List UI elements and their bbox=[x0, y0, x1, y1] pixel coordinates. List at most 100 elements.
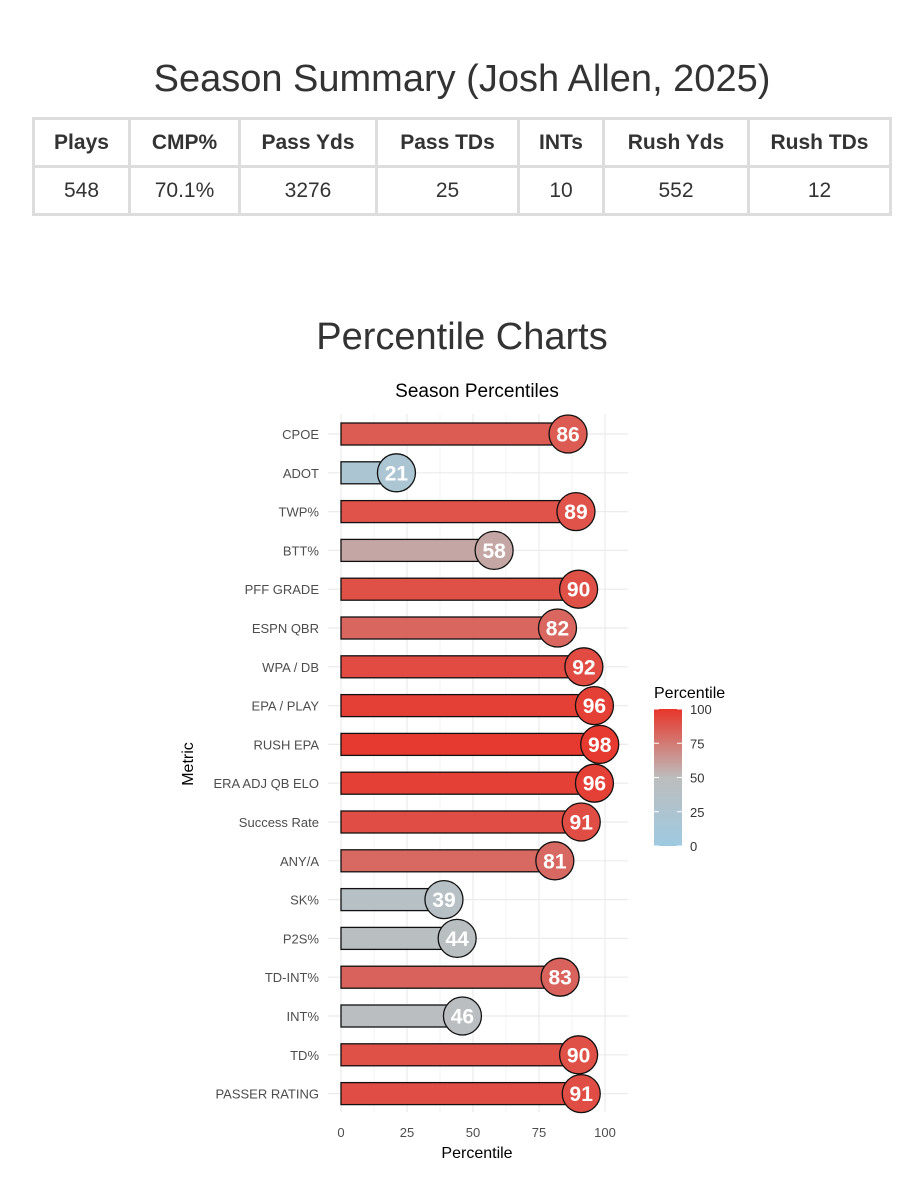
value-circle-td bbox=[558, 1035, 599, 1075]
value-plays: 548 bbox=[32, 165, 131, 216]
value-circle-success-rate bbox=[561, 802, 601, 842]
tick-label-rush-epa: RUSH EPA bbox=[254, 737, 320, 752]
data-label-any-a: 81 bbox=[543, 850, 567, 873]
value-circle-btt bbox=[474, 530, 514, 571]
data-label-sk: 39 bbox=[432, 889, 455, 912]
bar-any-a bbox=[340, 849, 556, 873]
data-label-success-rate: 91 bbox=[570, 812, 594, 835]
tick-label-era-adj-qb-elo: ERA ADJ QB ELO bbox=[214, 776, 320, 791]
value-circle-pff-grade bbox=[558, 569, 599, 609]
tick-label-cpoe: CPOE bbox=[282, 427, 319, 442]
y-axis-label: Metric bbox=[180, 742, 197, 786]
table-row: 548 70.1% 3276 25 10 552 12 bbox=[32, 165, 892, 216]
percentile-chart: Season Percentiles 86 CPOE 21 ADOT 89 TWP% 58 BT… bbox=[180, 381, 725, 1162]
tick-label-success-rate: Success Rate bbox=[239, 815, 319, 830]
legend-tick-label: 100 bbox=[690, 702, 712, 717]
x-tick-label: 100 bbox=[594, 1125, 616, 1140]
legend-title: Percentile bbox=[654, 685, 725, 702]
value-circle-cpoe bbox=[548, 414, 588, 454]
x-tick-label: 0 bbox=[337, 1125, 344, 1140]
legend-tick-label: 0 bbox=[690, 839, 697, 854]
bar-pff-grade bbox=[340, 577, 580, 601]
header-rush-yds: Rush Yds bbox=[602, 117, 750, 168]
data-label-adot: 21 bbox=[385, 462, 409, 485]
data-label-wpa-db: 92 bbox=[572, 656, 595, 679]
value-circle-adot bbox=[376, 453, 417, 493]
tick-label-wpa-db: WPA / DB bbox=[262, 660, 319, 675]
tick-label-pff-grade: PFF GRADE bbox=[245, 582, 320, 597]
header-pass-yds: Pass Yds bbox=[238, 117, 378, 168]
bar-cpoe bbox=[340, 422, 569, 446]
data-label-td-int: 83 bbox=[548, 967, 571, 990]
value-circle-rush-epa bbox=[580, 724, 620, 765]
x-axis-label: Percentile bbox=[441, 1145, 512, 1162]
value-circle-espn-qbr bbox=[537, 608, 578, 648]
bar-td-int bbox=[340, 965, 561, 989]
bar-twp bbox=[340, 499, 577, 524]
table-header-row: Plays CMP% Pass Yds Pass TDs INTs Rush Y… bbox=[32, 117, 892, 168]
data-label-td: 90 bbox=[567, 1044, 590, 1067]
bar-passer-rating bbox=[340, 1081, 582, 1106]
value-circle-sk bbox=[424, 879, 464, 920]
data-label-cpoe: 86 bbox=[556, 424, 579, 447]
data-label-passer-rating: 91 bbox=[570, 1083, 594, 1106]
tick-label-twp: TWP% bbox=[279, 505, 320, 520]
value-circle-era-adj-qb-elo bbox=[574, 763, 615, 803]
charts-heading: Percentile Charts bbox=[316, 316, 608, 358]
data-label-p2s: 44 bbox=[445, 928, 469, 951]
tick-label-espn-qbr: ESPN QBR bbox=[252, 621, 319, 636]
tick-label-p2s: P2S% bbox=[283, 931, 320, 946]
bar-wpa-db bbox=[340, 655, 585, 679]
header-cmp-pct: CMP% bbox=[128, 117, 241, 168]
tick-label-passer-rating: PASSER RATING bbox=[215, 1087, 319, 1102]
value-circle-twp bbox=[556, 491, 596, 532]
bar-td bbox=[340, 1043, 580, 1067]
tick-label-adot: ADOT bbox=[283, 466, 319, 481]
header-ints: INTs bbox=[517, 117, 605, 168]
bar-epa-play bbox=[340, 693, 596, 718]
value-pass-tds: 25 bbox=[375, 165, 520, 216]
x-tick-label: 50 bbox=[466, 1125, 480, 1140]
x-tick-label: 75 bbox=[532, 1125, 546, 1140]
data-label-btt: 58 bbox=[482, 540, 506, 563]
legend-tick-label: 25 bbox=[690, 805, 704, 820]
bar-rush-epa bbox=[340, 732, 601, 757]
legend-tick-label: 50 bbox=[690, 771, 704, 786]
data-label-era-adj-qb-elo: 96 bbox=[583, 773, 606, 796]
x-tick-label: 25 bbox=[400, 1125, 414, 1140]
data-label-int: 46 bbox=[451, 1006, 474, 1029]
bar-btt bbox=[340, 538, 495, 563]
data-label-rush-epa: 98 bbox=[588, 734, 612, 757]
tick-label-td: TD% bbox=[290, 1048, 319, 1063]
value-rush-tds: 12 bbox=[747, 165, 892, 216]
tick-label-sk: SK% bbox=[290, 893, 319, 908]
value-circle-wpa-db bbox=[564, 647, 604, 687]
value-circle-passer-rating bbox=[561, 1073, 601, 1114]
chart-title: Season Percentiles bbox=[395, 381, 559, 402]
value-circle-int bbox=[442, 996, 483, 1036]
value-cmp-pct: 70.1% bbox=[128, 165, 241, 216]
tick-label-td-int: TD-INT% bbox=[265, 970, 320, 985]
value-circle-td-int bbox=[540, 957, 580, 997]
value-ints: 10 bbox=[517, 165, 605, 216]
bar-success-rate bbox=[340, 810, 582, 834]
legend-tick-label: 75 bbox=[690, 736, 704, 751]
tick-label-any-a: ANY/A bbox=[280, 854, 319, 869]
data-label-twp: 89 bbox=[564, 501, 587, 524]
header-rush-tds: Rush TDs bbox=[747, 117, 892, 168]
tick-label-epa-play: EPA / PLAY bbox=[252, 699, 320, 714]
value-rush-yds: 552 bbox=[602, 165, 750, 216]
data-label-pff-grade: 90 bbox=[567, 579, 590, 602]
value-circle-epa-play bbox=[574, 685, 615, 726]
value-pass-yds: 3276 bbox=[238, 165, 378, 216]
value-circle-p2s bbox=[437, 918, 477, 959]
summary-title: Season Summary (Josh Allen, 2025) bbox=[153, 58, 771, 100]
data-label-epa-play: 96 bbox=[583, 695, 606, 718]
tick-label-btt: BTT% bbox=[283, 543, 320, 558]
data-label-espn-qbr: 82 bbox=[546, 618, 569, 641]
header-pass-tds: Pass TDs bbox=[375, 117, 520, 168]
value-circle-any-a bbox=[535, 841, 575, 881]
tick-label-int: INT% bbox=[287, 1009, 320, 1024]
header-plays: Plays bbox=[32, 117, 131, 168]
season-summary-table: Plays CMP% Pass Yds Pass TDs INTs Rush Y… bbox=[32, 117, 892, 216]
